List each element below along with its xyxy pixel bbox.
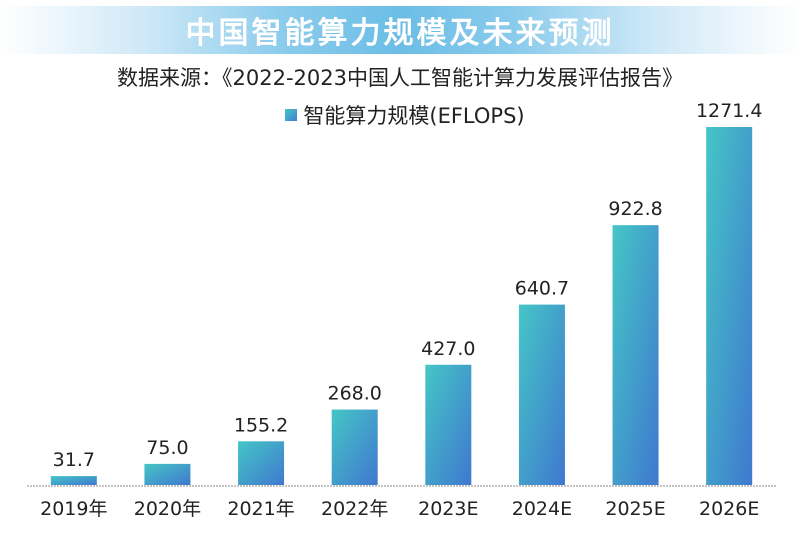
legend: 智能算力规模(EFLOPS) [0, 100, 800, 130]
bar-2024E [518, 304, 565, 485]
legend-swatch [285, 109, 298, 121]
data-label: 1271.4 [696, 100, 762, 122]
chart-title: 中国智能算力规模及未来预测 [185, 16, 615, 51]
data-label: 155.2 [234, 414, 288, 436]
data-source: 数据来源：《2022-2023中国人工智能计算力发展评估报告》 [117, 66, 683, 90]
x-tick-label: 2023E [418, 498, 478, 520]
data-label: 427.0 [421, 338, 475, 360]
data-label: 640.7 [515, 278, 569, 300]
x-tick-label: 2022年 [321, 498, 388, 520]
x-tick-label: 2021年 [227, 498, 294, 520]
x-tick-label: 2019年 [40, 498, 107, 520]
bars-group: 31.7 75.0 155.2 268.0 427.0 640.7 922.8 1271.4 [50, 100, 762, 485]
x-tick-labels: 2019年 2020年 2021年 2022年 2023E 2024E 2025E 2026E [40, 498, 759, 520]
data-label: 75.0 [146, 437, 188, 459]
data-label: 268.0 [327, 383, 381, 405]
data-label: 922.8 [608, 198, 662, 220]
title-banner: 中国智能算力规模及未来预测 [0, 6, 800, 54]
bar-2021年 [238, 441, 285, 485]
legend-label: 智能算力规模(EFLOPS) [303, 104, 525, 128]
bar-2026E [706, 127, 753, 485]
x-tick-label: 2026E [699, 498, 759, 520]
x-tick-label: 2020年 [134, 498, 201, 520]
x-tick-label: 2025E [605, 498, 665, 520]
bar-2023E [425, 364, 472, 485]
x-tick-label: 2024E [512, 498, 572, 520]
bar-2019年 [50, 476, 97, 485]
bar-2022年 [331, 409, 378, 485]
bar-2025E [612, 225, 659, 485]
data-label: 31.7 [53, 449, 95, 471]
bar-2020年 [144, 463, 191, 485]
